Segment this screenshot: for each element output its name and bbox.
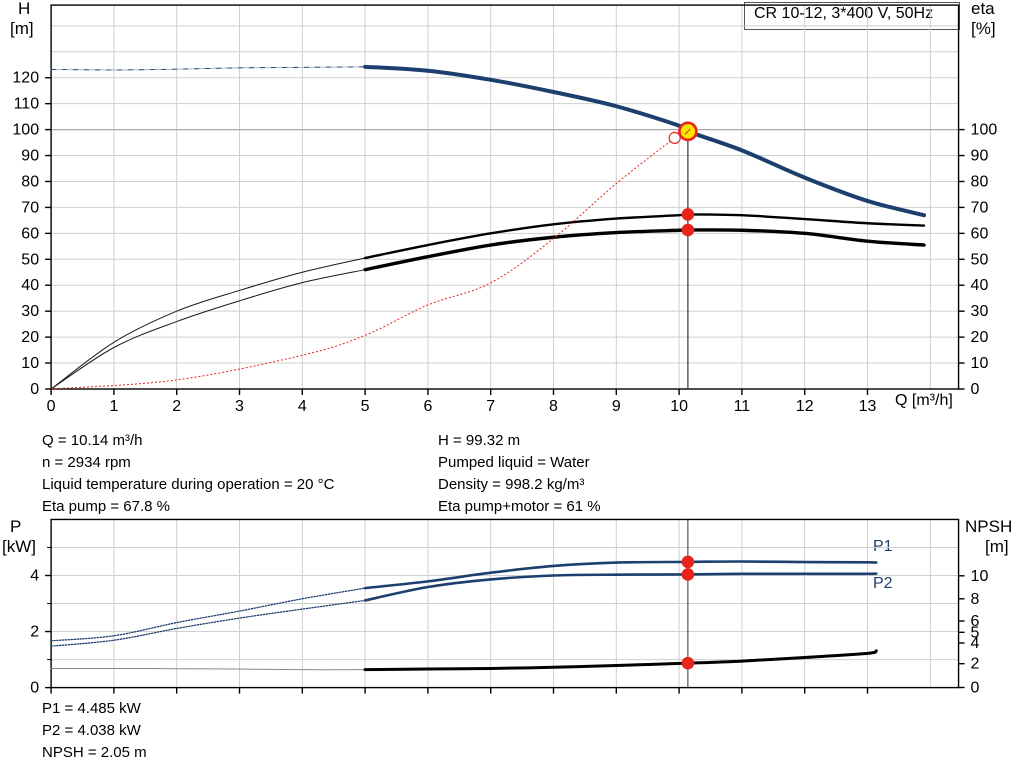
svg-text:4: 4 bbox=[30, 568, 39, 585]
svg-text:6: 6 bbox=[971, 613, 980, 630]
svg-text:8: 8 bbox=[971, 591, 980, 608]
svg-text:2: 2 bbox=[971, 656, 980, 673]
svg-text:0: 0 bbox=[30, 680, 39, 697]
svg-text:2: 2 bbox=[30, 624, 39, 641]
svg-text:10: 10 bbox=[971, 568, 989, 585]
svg-text:0: 0 bbox=[971, 680, 980, 697]
